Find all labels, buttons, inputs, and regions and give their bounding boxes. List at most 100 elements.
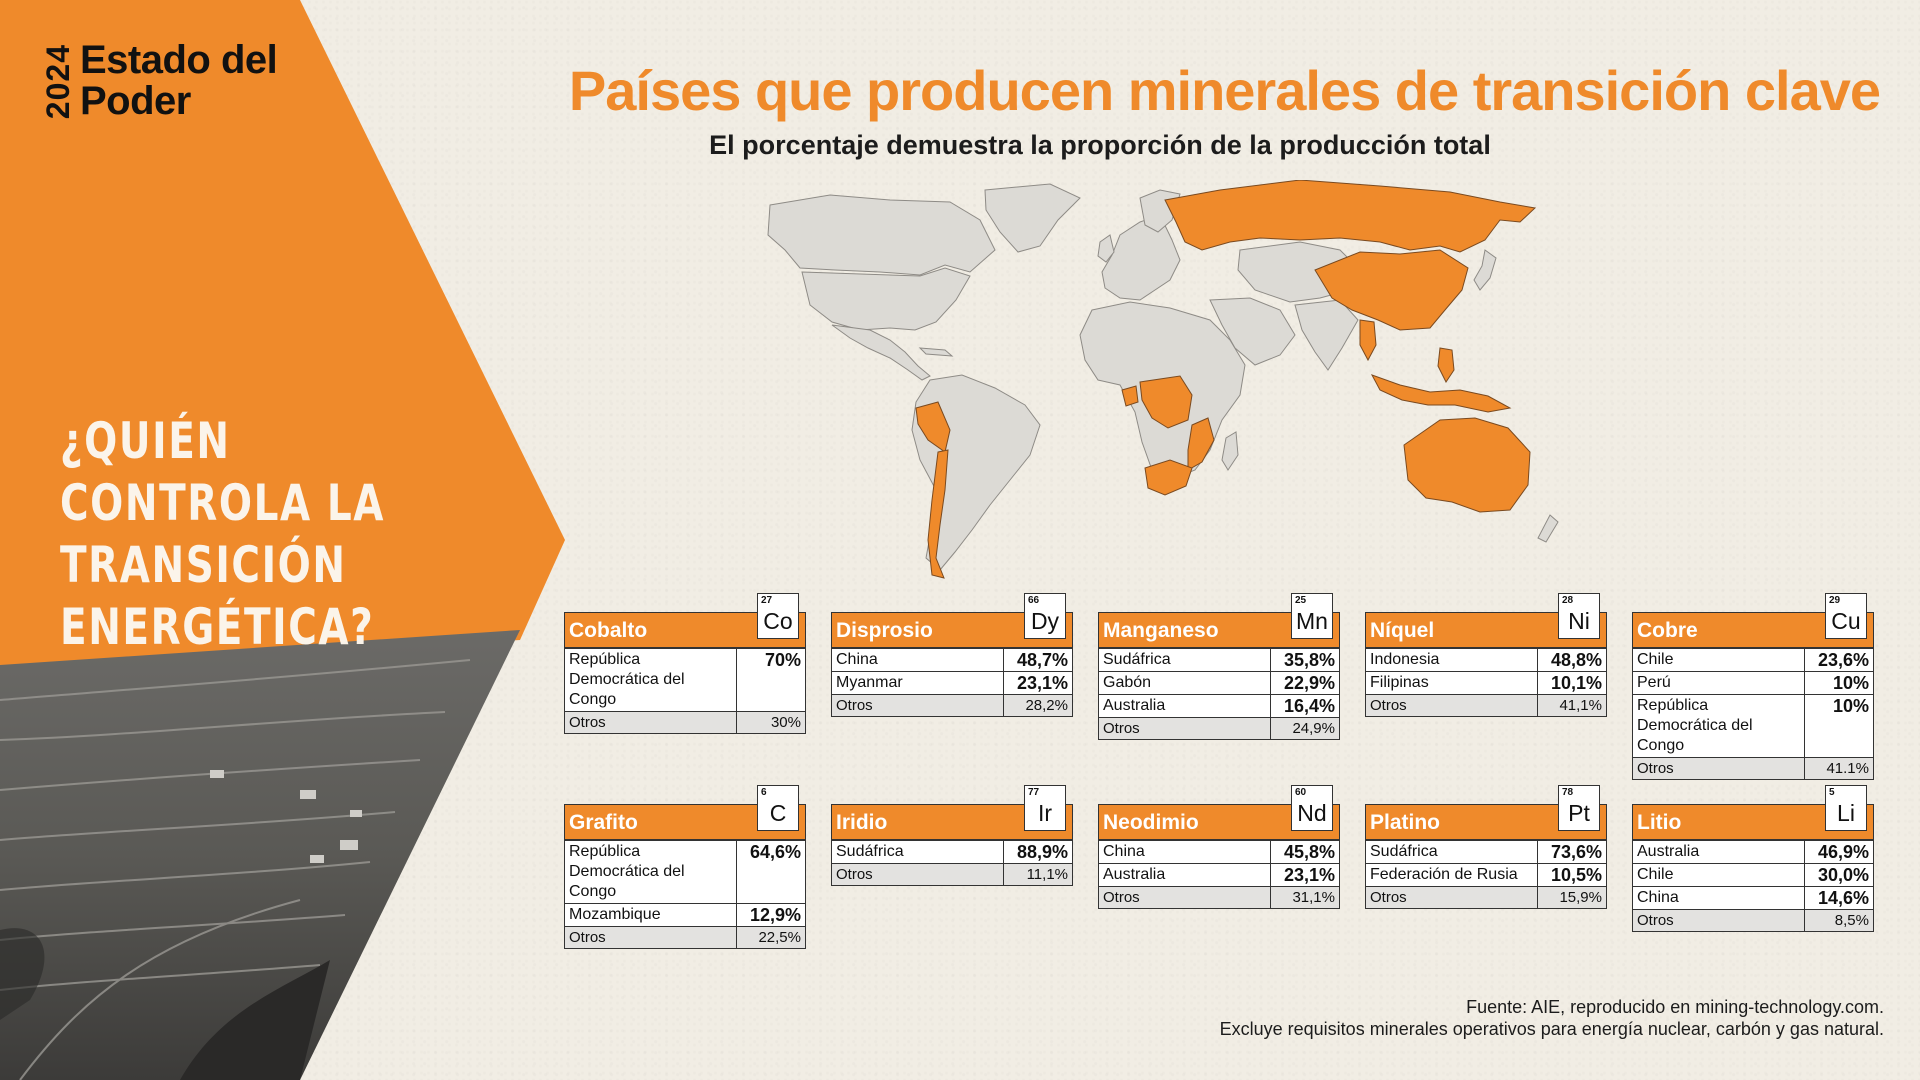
producer-share: 23,1%: [1270, 863, 1340, 887]
others-share: 41.1%: [1804, 757, 1874, 780]
mineral-card-header: Níquel 28 Ni: [1365, 593, 1607, 648]
brand-name: Estado del Poder: [80, 40, 278, 122]
element-symbol: C: [769, 800, 787, 826]
producer-country: Perú: [1632, 671, 1805, 695]
mineral-name: Iridio: [836, 811, 888, 834]
others-share: 31,1%: [1270, 886, 1340, 909]
producer-table: Indonesia 48,8% Filipinas 10,1% Otros 41,1%: [1365, 648, 1607, 717]
others-label: Otros: [1365, 694, 1538, 717]
others-row: Otros 11,1%: [831, 863, 1073, 886]
element-number: 28: [1562, 595, 1574, 606]
others-label: Otros: [564, 926, 737, 949]
mineral-card-nd: Neodimio 60 Nd China 45,8% Australia 23,1% Otro…: [1098, 785, 1340, 909]
mineral-card-header: Disprosio 66 Dy: [831, 593, 1073, 648]
producer-row: China 48,7%: [831, 648, 1073, 672]
others-label: Otros: [564, 711, 737, 734]
others-share: 22,5%: [736, 926, 806, 949]
china: [1314, 249, 1469, 331]
uk: [1097, 234, 1115, 263]
middle-east: [1209, 297, 1296, 366]
source-line-1: Fuente: AIE, reproducido en mining-techn…: [1466, 997, 1884, 1017]
others-share: 41,1%: [1537, 694, 1607, 717]
producer-country: Sudáfrica: [1365, 840, 1538, 864]
element-number: 29: [1829, 595, 1841, 606]
producer-share: 14,6%: [1804, 886, 1874, 910]
mineral-card-pt: Platino 78 Pt Sudáfrica 73,6% Federación de R…: [1365, 785, 1607, 909]
others-label: Otros: [831, 863, 1004, 886]
producer-share: 22,9%: [1270, 671, 1340, 695]
mineral-card-c: Grafito 6 C República Democrática del Congo…: [564, 785, 806, 949]
dr-congo: [1139, 375, 1193, 429]
producer-row: Australia 16,4%: [1098, 694, 1340, 718]
others-share: 30%: [736, 711, 806, 734]
producer-row: Sudáfrica 73,6%: [1365, 840, 1607, 864]
mineral-name: Manganeso: [1103, 619, 1219, 642]
russia: [1164, 180, 1537, 253]
indonesia: [1370, 374, 1512, 413]
producer-share: 10,1%: [1537, 671, 1607, 695]
producer-country: Indonesia: [1365, 648, 1538, 672]
producer-row: República Democrática del Congo 10%: [1632, 694, 1874, 758]
others-label: Otros: [1632, 757, 1805, 780]
element-tile: 25 Mn: [1291, 593, 1333, 639]
mineral-name: Níquel: [1370, 619, 1435, 642]
producer-country: Chile: [1632, 863, 1805, 887]
others-label: Otros: [1098, 717, 1271, 740]
producer-row: Federación de Rusia 10,5%: [1365, 863, 1607, 887]
headline-question: ¿QUIÉN CONTROLA LA TRANSICIÓN ENERGÉTICA…: [60, 412, 386, 656]
producer-share: 10,5%: [1537, 863, 1607, 887]
element-number: 77: [1028, 787, 1040, 798]
others-share: 8,5%: [1804, 909, 1874, 932]
producer-country: Myanmar: [831, 671, 1004, 695]
chile: [927, 449, 949, 579]
producer-row: Gabón 22,9%: [1098, 671, 1340, 695]
mineral-card-header: Manganeso 25 Mn: [1098, 593, 1340, 648]
others-share: 11,1%: [1003, 863, 1073, 886]
source-line-2: Excluye requisitos minerales operativos …: [1219, 1019, 1884, 1039]
producer-table: Sudáfrica 73,6% Federación de Rusia 10,5% Ot…: [1365, 840, 1607, 909]
producer-row: China 45,8%: [1098, 840, 1340, 864]
mine-trucks: [210, 770, 362, 863]
others-label: Otros: [831, 694, 1004, 717]
producer-share: 10%: [1804, 694, 1874, 758]
element-number: 27: [761, 595, 773, 606]
page-subtitle: El porcentaje demuestra la proporción de…: [709, 130, 1491, 160]
producer-row: Australia 23,1%: [1098, 863, 1340, 887]
element-symbol: Pt: [1568, 800, 1590, 826]
producer-row: Chile 23,6%: [1632, 648, 1874, 672]
element-number: 78: [1562, 787, 1574, 798]
producer-row: Sudáfrica 88,9%: [831, 840, 1073, 864]
element-number: 5: [1829, 787, 1835, 798]
producer-row: Australia 46,9%: [1632, 840, 1874, 864]
element-number: 6: [761, 787, 767, 798]
producer-country: Australia: [1098, 694, 1271, 718]
producer-country: China: [1098, 840, 1271, 864]
producer-country: China: [831, 648, 1004, 672]
others-row: Otros 22,5%: [564, 926, 806, 949]
india: [1294, 299, 1359, 371]
south-africa: [1144, 459, 1193, 496]
element-symbol: Ir: [1037, 800, 1053, 826]
element-tile: 66 Dy: [1024, 593, 1066, 639]
others-row: Otros 41,1%: [1365, 694, 1607, 717]
producer-row: Indonesia 48,8%: [1365, 648, 1607, 672]
element-symbol: Co: [763, 608, 793, 634]
producer-row: República Democrática del Congo 70%: [564, 648, 806, 712]
new-zealand: [1537, 514, 1559, 543]
mineral-card-header: Litio 5 Li: [1632, 785, 1874, 840]
mineral-card-cu: Cobre 29 Cu Chile 23,6% Perú 10% República Demo…: [1632, 593, 1874, 780]
producer-share: 46,9%: [1804, 840, 1874, 864]
producer-share: 10%: [1804, 671, 1874, 695]
gabon: [1121, 385, 1139, 407]
producer-share: 45,8%: [1270, 840, 1340, 864]
element-tile: 5 Li: [1825, 785, 1867, 831]
producer-country: República Democrática del Congo: [564, 648, 737, 712]
mineral-name: Cobre: [1637, 619, 1698, 642]
producer-table: Sudáfrica 35,8% Gabón 22,9% Australia 16,4% Ot…: [1098, 648, 1340, 740]
producer-row: República Democrática del Congo 64,6%: [564, 840, 806, 904]
producer-table: República Democrática del Congo 64,6% Moza…: [564, 840, 806, 949]
element-tile: 60 Nd: [1291, 785, 1333, 831]
others-row: Otros 30%: [564, 711, 806, 734]
producer-country: China: [1632, 886, 1805, 910]
